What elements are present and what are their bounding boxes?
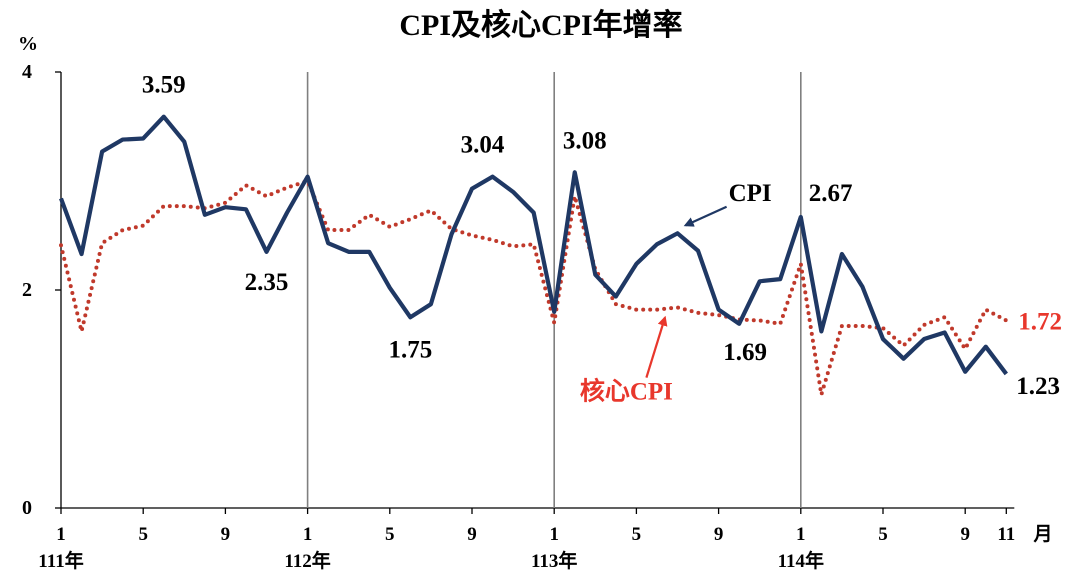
data-label: 2.35 [245,269,289,296]
legend-group: CPI 核心CPI [580,180,772,406]
year-label: 112年 [284,549,330,572]
year-label: 114年 [778,549,824,572]
annotations-group: 3.59 2.35 1.75 3.04 3.08 1.69 2.67 1.23 1.72 [142,72,1062,400]
year-dividers [306,72,802,508]
series-group [59,114,1009,396]
x-tick-label: 1 [56,524,66,545]
data-label: 2.67 [809,180,853,207]
y-axis-unit: % [18,33,38,55]
x-tick-label: 9 [221,524,231,545]
x-tick-label: 5 [632,524,642,545]
x-tick-label: 9 [960,524,970,545]
series-line-core-cpi [59,178,1009,396]
data-label: 3.04 [461,132,505,159]
year-label: 113年 [531,549,577,572]
x-tick-label: 1 [549,524,559,545]
year-label: 111年 [38,549,83,572]
legend-arrow-core-cpi [645,315,668,378]
x-tick-label: 5 [878,524,888,545]
x-tick-label: 11 [997,524,1015,545]
x-tick-label: 1 [303,524,313,545]
legend-arrow-cpi [683,205,728,227]
axes-group: 0 2 4 1 5 9 1 5 9 1 5 9 1 5 9 11 111年 112年 113年 114年 [22,61,1015,572]
x-tick-label: 1 [796,524,806,545]
data-label: 3.59 [142,72,186,99]
data-label: 3.08 [563,127,607,154]
legend-label-core-cpi: 核心CPI [580,377,673,406]
series-line-cpi [59,114,1008,376]
x-tick-label: 9 [467,524,477,545]
x-tick-label: 9 [714,524,724,545]
legend-label-cpi: CPI [729,180,772,207]
data-label: 1.72 [1018,309,1062,336]
x-tick-label: 5 [385,524,395,545]
y-tick-label: 0 [22,497,32,519]
y-tick-label: 2 [22,279,32,301]
chart-title: CPI及核心CPI年增率 [399,9,682,42]
data-label: 1.75 [388,336,432,363]
x-tick-label: 5 [138,524,148,545]
y-tick-label: 4 [22,61,32,83]
x-axis-unit: 月 [1032,524,1052,545]
data-label: 1.23 [1016,373,1060,400]
data-label: 1.69 [723,339,767,366]
